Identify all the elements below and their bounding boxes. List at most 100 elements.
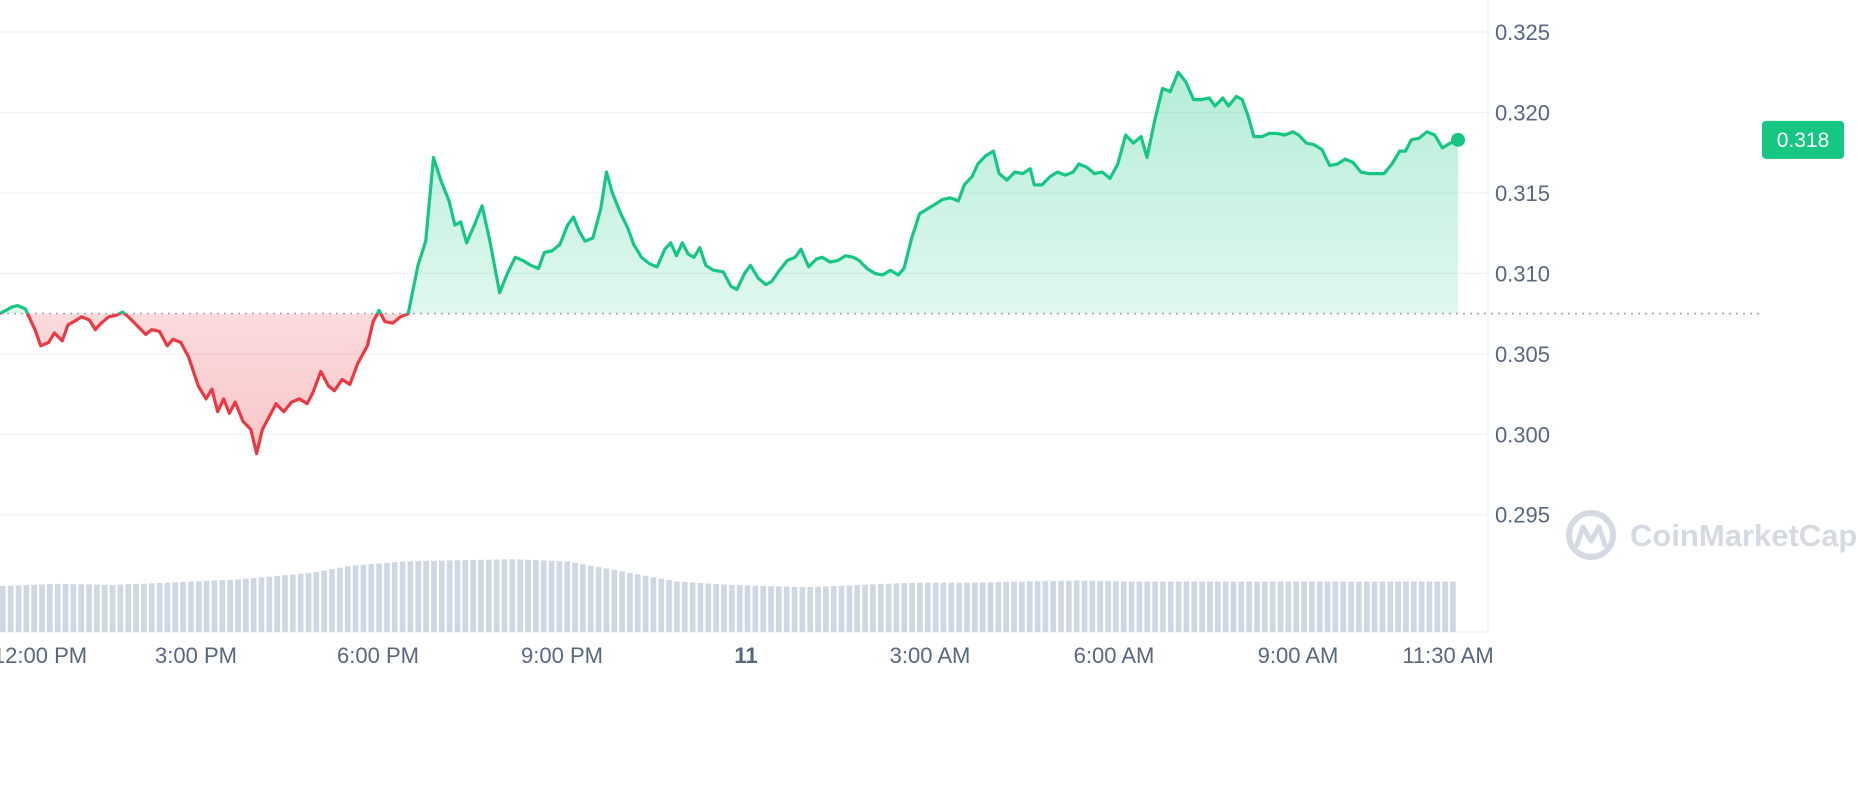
volume-bar: [948, 582, 955, 632]
volume-bar: [1199, 581, 1205, 632]
volume-bar: [1042, 581, 1049, 632]
volume-bar: [893, 583, 900, 632]
price-area-up: [0, 72, 1458, 314]
volume-bar: [697, 583, 704, 632]
volume-bar: [1379, 581, 1386, 632]
volume-bar: [446, 560, 453, 632]
volume-bar: [376, 563, 382, 632]
volume-bar: [54, 583, 61, 632]
current-price-badge: 0.318: [1762, 120, 1844, 159]
volume-bar: [258, 577, 265, 632]
x-tick-label: 11: [734, 643, 757, 668]
volume-bar: [972, 582, 978, 632]
volume-bar: [1191, 581, 1198, 632]
volume-bar: [1442, 581, 1448, 632]
volume-bar: [619, 571, 625, 632]
volume-bar: [729, 584, 735, 632]
volume-bar: [1050, 580, 1057, 632]
volume-bar: [305, 573, 312, 632]
volume-bar: [1293, 581, 1300, 632]
volume-bar: [141, 583, 147, 632]
y-tick-label: 0.315: [1495, 181, 1550, 206]
volume-bar: [454, 560, 461, 632]
volume-bar: [932, 582, 939, 632]
volume-bar: [1230, 581, 1237, 632]
volume-bar: [901, 583, 908, 632]
volume-bar: [384, 562, 390, 632]
volume-bar: [595, 567, 602, 632]
volume-bar: [1144, 581, 1151, 632]
last-price-dot: [1451, 132, 1465, 147]
volume-bar: [1285, 581, 1292, 632]
volume-bar: [987, 582, 994, 632]
volume-bar: [219, 580, 226, 632]
volume-bar: [109, 584, 116, 632]
volume-bar: [1316, 581, 1323, 632]
volume-bar: [846, 585, 853, 632]
volume-bar: [776, 586, 782, 632]
volume-bar: [924, 582, 931, 632]
volume-bar: [1097, 580, 1104, 632]
volume-bar: [180, 581, 186, 632]
volume-bar: [148, 583, 155, 632]
price-line-down: [0, 313, 410, 456]
volume-bar: [1026, 581, 1033, 632]
volume-bar: [791, 586, 798, 632]
volume-bar: [15, 585, 22, 632]
volume-bar: [634, 574, 641, 632]
x-tick-label: 9:00 PM: [521, 643, 603, 668]
volume-bar: [799, 587, 806, 632]
volume-bar: [1238, 581, 1245, 632]
volume-bar: [1387, 581, 1394, 632]
volume-bar: [438, 560, 445, 632]
volume-bar: [227, 579, 233, 632]
volume-bar: [321, 570, 328, 632]
volume-bar: [1105, 581, 1111, 632]
volume-bar: [195, 581, 202, 632]
volume-bar: [744, 585, 751, 632]
volume-bar: [423, 560, 429, 632]
volume-bar: [1356, 581, 1362, 632]
volume-bar: [1183, 581, 1190, 632]
y-tick-label: 0.305: [1495, 342, 1550, 367]
volume-bar: [39, 584, 45, 632]
volume-bar: [1363, 581, 1370, 632]
volume-bar: [540, 560, 547, 632]
volume-bar: [862, 584, 868, 632]
volume-bar: [1003, 581, 1009, 632]
volume-bar: [1160, 581, 1166, 632]
volume-bar: [493, 559, 500, 632]
x-tick-label: 9:00 AM: [1258, 643, 1339, 668]
volume-bar: [830, 586, 837, 632]
watermark: CoinMarketCap: [1566, 510, 1857, 560]
volume-bar: [70, 584, 77, 632]
volume-bar: [689, 582, 696, 632]
volume-bar: [1269, 581, 1276, 632]
volume-bar: [783, 586, 790, 632]
volume-bar: [462, 560, 469, 632]
volume-bar: [486, 559, 492, 632]
x-tick-label: 6:00 PM: [337, 643, 419, 668]
volume-bar: [1207, 581, 1213, 632]
volume-bar: [509, 559, 516, 632]
volume-bar: [1395, 581, 1401, 632]
volume-bar: [1262, 581, 1268, 632]
volume-bar: [1332, 581, 1339, 632]
volume-bar: [172, 582, 179, 632]
y-tick-label: 0.325: [1495, 20, 1550, 45]
volume-bar: [995, 582, 1002, 632]
volume-bar: [854, 585, 861, 632]
volume-bar: [274, 575, 280, 632]
volume-bar: [1136, 581, 1143, 632]
volume-bar: [1120, 581, 1127, 632]
volume-bar: [235, 579, 241, 632]
volume-bar: [572, 562, 578, 632]
volume-bar: [1113, 581, 1119, 632]
volume-bar: [1073, 580, 1080, 632]
volume-bar: [337, 567, 343, 632]
volume-bar: [415, 561, 422, 632]
x-tick-label: 3:00 PM: [155, 643, 237, 668]
volume-bar: [627, 572, 633, 632]
volume-bar: [7, 585, 14, 632]
volume-bar: [391, 562, 398, 632]
